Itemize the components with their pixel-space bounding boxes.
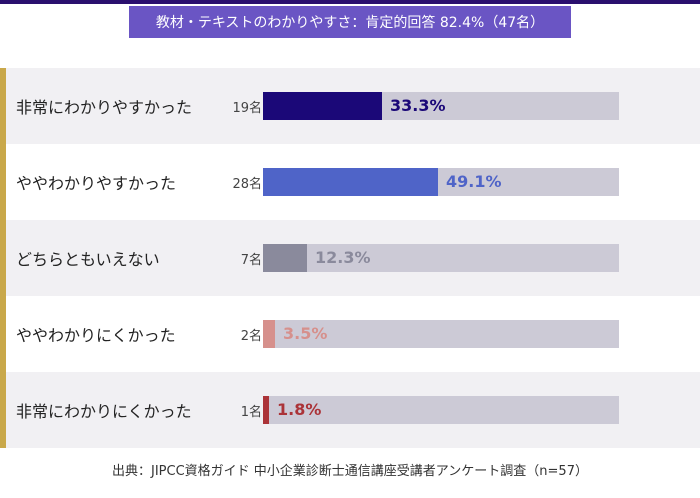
category-label: 非常にわかりにくかった [16, 402, 192, 421]
chart-title: 教材・テキストのわかりやすさ：肯定的回答 82.4%（47名） [129, 6, 571, 38]
top-accent-line [0, 0, 700, 4]
count-label: 28名 [232, 176, 262, 192]
chart-row: どちらともいえない 7名 12.3% [6, 220, 700, 296]
bar-track: 33.3% [263, 92, 619, 120]
category-label: どちらともいえない [16, 250, 160, 269]
value-label: 3.5% [283, 324, 328, 343]
chart-row: 非常にわかりやすかった 19名 33.3% [6, 68, 700, 144]
bar [263, 168, 438, 196]
category-label: 非常にわかりやすかった [16, 98, 193, 117]
category-label: ややわかりやすかった [16, 174, 177, 193]
left-accent-bar [0, 68, 6, 448]
value-label: 33.3% [390, 96, 446, 115]
bar-track: 12.3% [263, 244, 619, 272]
bar-chart: 非常にわかりやすかった 19名 33.3% ややわかりやすかった 28名 49.1% どちら… [6, 68, 700, 448]
value-label: 1.8% [277, 400, 322, 419]
chart-row: ややわかりやすかった 28名 49.1% [6, 144, 700, 220]
bar [263, 244, 307, 272]
bar-track: 1.8% [263, 396, 619, 424]
bar-track: 3.5% [263, 320, 619, 348]
category-label: ややわかりにくかった [16, 326, 176, 345]
chart-row: ややわかりにくかった 2名 3.5% [6, 296, 700, 372]
value-label: 49.1% [446, 172, 502, 191]
count-label: 19名 [232, 100, 262, 116]
bar [263, 320, 275, 348]
bar [263, 92, 382, 120]
value-label: 12.3% [315, 248, 371, 267]
count-label: 2名 [240, 328, 262, 344]
count-label: 7名 [240, 252, 262, 268]
bar-track: 49.1% [263, 168, 619, 196]
count-label: 1名 [240, 404, 262, 420]
chart-row: 非常にわかりにくかった 1名 1.8% [6, 372, 700, 448]
source-note: 出典：JIPCC資格ガイド 中小企業診断士通信講座受講者アンケート調査（n=57… [112, 464, 588, 479]
bar [263, 396, 269, 424]
